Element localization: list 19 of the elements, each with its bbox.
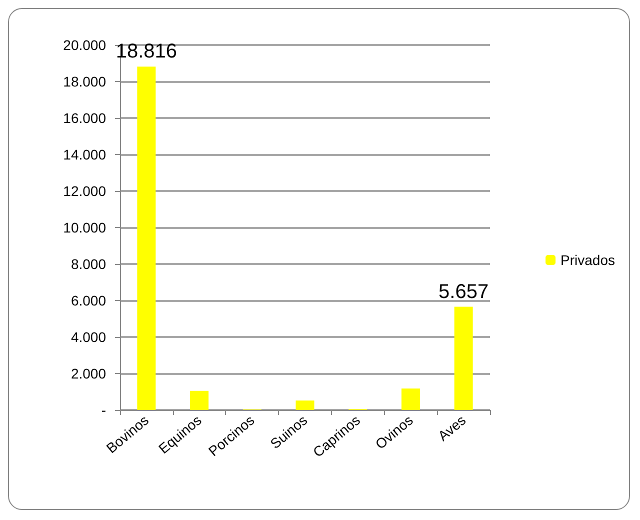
y-tick-label: 14.000 [63, 146, 106, 162]
bar [296, 400, 314, 410]
bar [401, 388, 420, 410]
data-label: 5.657 [438, 280, 489, 303]
y-tick-label: - [101, 402, 106, 418]
y-tick-label: 4.000 [70, 329, 106, 345]
bar [137, 66, 156, 410]
y-tick-label: 12.000 [63, 183, 106, 199]
y-tick-label: 20.000 [63, 37, 106, 53]
y-tick-label: 8.000 [70, 256, 106, 272]
bar [190, 390, 209, 410]
data-label: 18.816 [116, 40, 178, 63]
y-tick-label: 6.000 [70, 292, 106, 308]
bar [454, 306, 473, 410]
y-tick-label: 2.000 [70, 366, 106, 382]
y-tick-label: 16.000 [63, 110, 106, 126]
y-tick-label: 18.000 [63, 74, 106, 90]
legend-label: Privados [560, 252, 615, 268]
y-tick-label: 10.000 [63, 220, 106, 236]
